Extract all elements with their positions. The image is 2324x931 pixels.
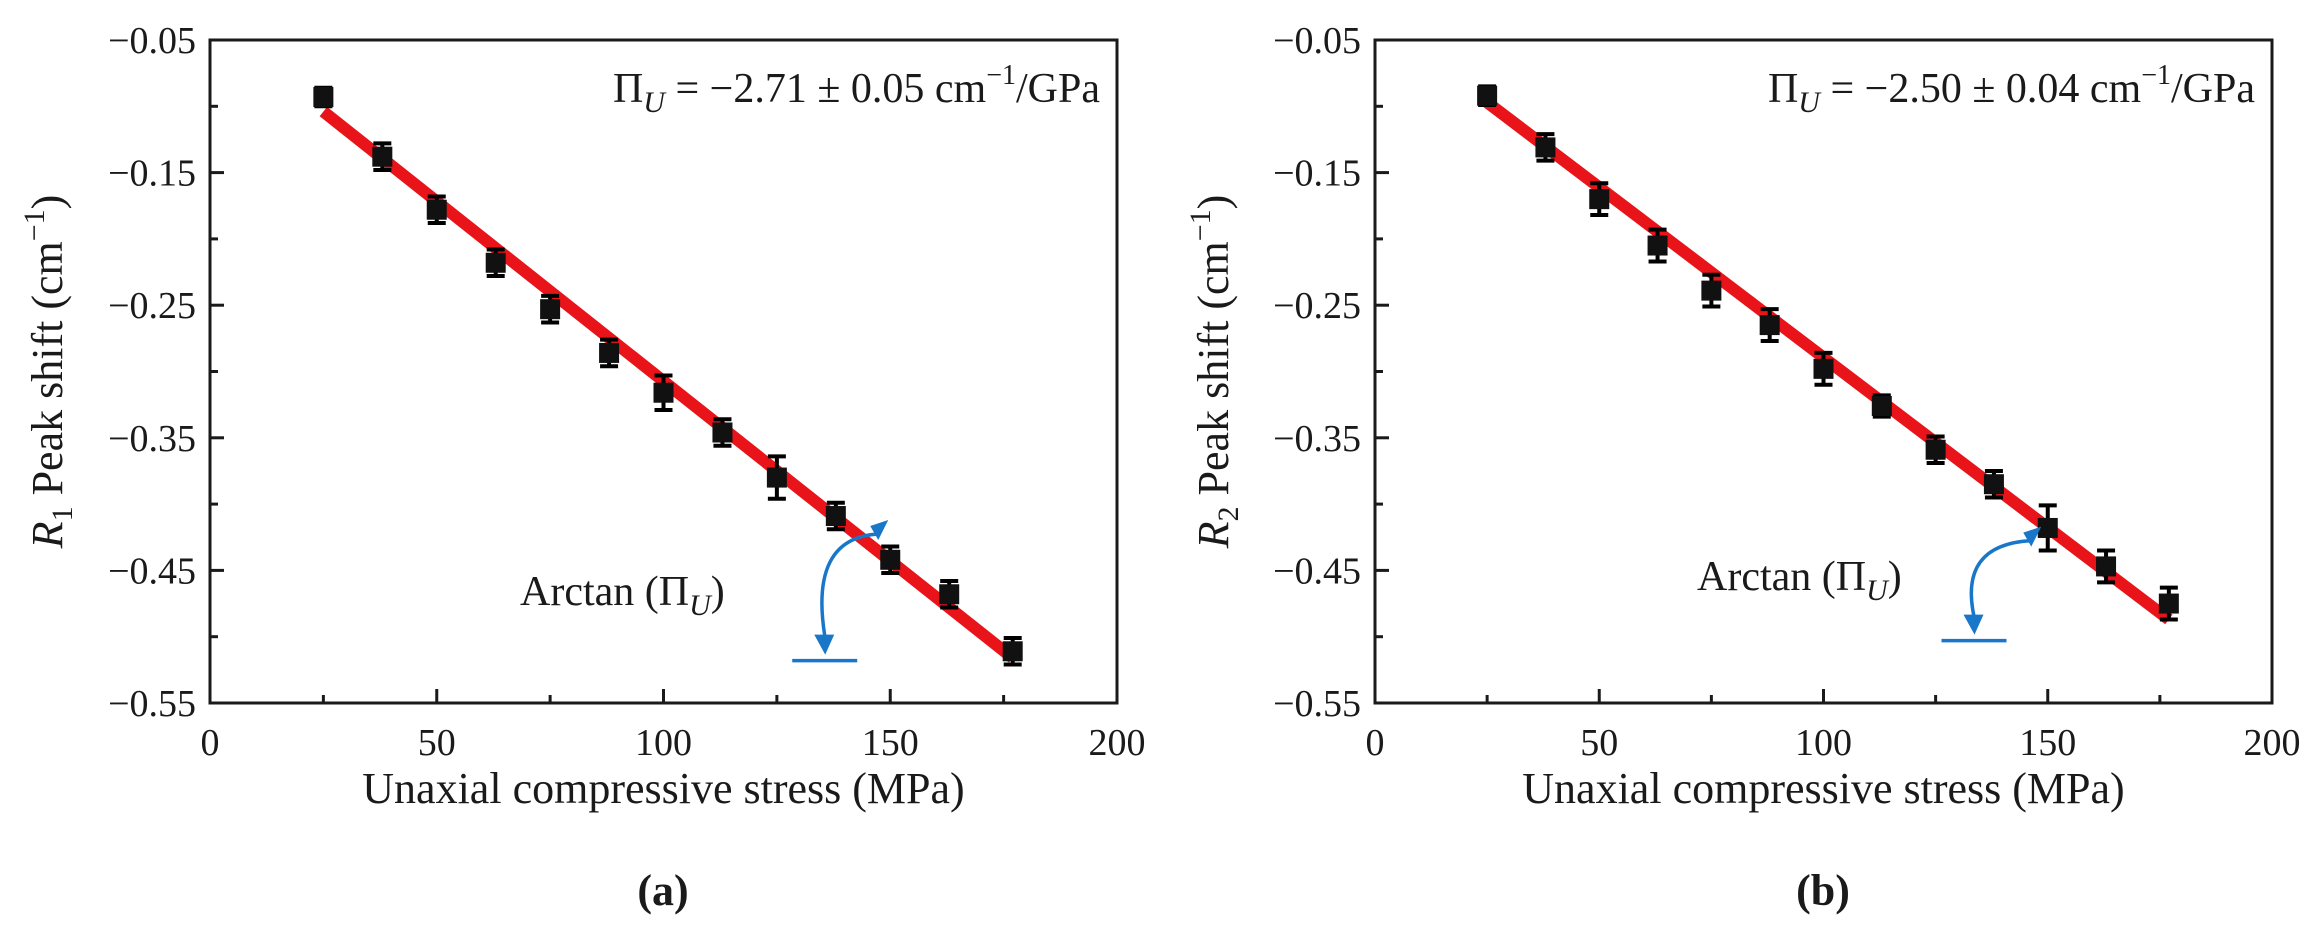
chart-a-data-point — [599, 342, 620, 363]
chart-b-x-tick-label: 100 — [1795, 722, 1852, 764]
chart-b-angle-arrowhead-bottom — [1963, 614, 1984, 635]
chart-a-data-point — [653, 382, 674, 403]
chart-b-panel-label: (b) — [1796, 866, 1850, 915]
chart-b-slope-subscript: U — [1798, 86, 1822, 119]
chart-a-y-tick-label: −0.45 — [108, 550, 196, 592]
chart-b-data-point — [1925, 439, 1946, 460]
chart-b-arctan-subscript: U — [1866, 574, 1890, 607]
chart-a-y-tick-label: −0.55 — [108, 683, 196, 725]
chart-b-y-tick-label: −0.25 — [1273, 285, 1361, 327]
chart-b-data-point — [1589, 189, 1610, 210]
chart-b-y-tick-label: −0.45 — [1273, 550, 1361, 592]
chart-b-y-axis-label: R2 Peak shift (cm−1) — [1184, 195, 1245, 550]
chart-b-slope-superscript: −1 — [2141, 60, 2171, 91]
chart-b-data-point — [1983, 474, 2004, 495]
chart-b-y-label-close: ) — [1189, 195, 1238, 210]
chart-a-y-tick-label: −0.15 — [108, 153, 196, 195]
chart-b-y-label-symbol: R — [1189, 521, 1238, 549]
chart-b-x-tick-label: 150 — [2019, 722, 2076, 764]
chart-a-slope-annotation: ΠU = −2.71 ± 0.05 cm−1/GPa — [613, 60, 1100, 119]
chart-a-data-point — [1002, 641, 1023, 662]
chart-a-slope-subscript: U — [643, 86, 667, 119]
chart-a-arctan-label: Arctan (ΠU) — [520, 569, 725, 622]
chart-a-data-point — [712, 422, 733, 443]
chart-b-data-point — [2158, 593, 2179, 614]
chart-a-y-axis-label: R1 Peak shift (cm−1) — [18, 195, 79, 550]
chart-b-x-tick-label: 0 — [1366, 722, 1385, 764]
chart-a-y-tick-label: −0.05 — [108, 20, 196, 62]
chart-a-angle-arrowhead-bottom — [814, 634, 835, 655]
chart-a-data-point — [939, 584, 960, 605]
chart-b-data-point — [2037, 517, 2058, 538]
chart-b-slope-unit: /GPa — [2171, 66, 2255, 112]
chart-a-slope-superscript: −1 — [986, 60, 1016, 91]
chart-a-x-tick-label: 200 — [1089, 722, 1146, 764]
chart-a-data-point — [426, 199, 447, 220]
chart-a-x-tick-label: 100 — [635, 722, 692, 764]
chart-a-y-tick-label: −0.25 — [108, 285, 196, 327]
chart-a-arctan-close: ) — [711, 569, 725, 615]
chart-a-x-tick-label: 0 — [201, 722, 220, 764]
chart-b-data-point — [2096, 556, 2117, 577]
chart-a-data-point — [825, 506, 846, 527]
chart-a-data-point — [880, 549, 901, 570]
chart-a-data-point — [766, 467, 787, 488]
chart-a-y-label-superscript: −1 — [18, 209, 51, 241]
chart-b-data-point — [1477, 85, 1498, 106]
chart-a-slope-unit: /GPa — [1016, 66, 1100, 112]
chart-b-angle-arrowhead-top — [2023, 526, 2042, 547]
chart-b-data-point — [1647, 235, 1668, 256]
chart-b-y-label-subscript: 2 — [1212, 506, 1245, 521]
chart-b-data-point — [1701, 280, 1722, 301]
chart-a-slope-symbol: Π — [613, 66, 643, 112]
chart-a-y-tick-label: −0.35 — [108, 418, 196, 460]
panel-b: 0 50 100 150 200 −0.05 −0.15 −0.25 −0.35 −0.45 −0.… — [1184, 20, 2301, 915]
chart-a-arctan-subscript: U — [689, 589, 713, 622]
chart-a-y-label-symbol: R — [23, 521, 72, 549]
chart-b-arctan-close: ) — [1888, 554, 1902, 600]
chart-b-slope-symbol: Π — [1768, 66, 1798, 112]
chart-b-x-tick-label: 50 — [1580, 722, 1618, 764]
chart-b-x-axis-label: Unaxial compressive stress (MPa) — [1522, 764, 2124, 813]
chart-a-y-label-text: Peak shift (cm — [23, 241, 72, 506]
chart-a-y-label-close: ) — [23, 195, 72, 210]
chart-a-angle-arc — [820, 532, 879, 639]
chart-a-data-point — [485, 252, 506, 273]
chart-a-angle-arrowhead-top — [870, 519, 889, 540]
chart-b-angle-arc — [1969, 538, 2032, 620]
chart-b-arctan-text: Arctan (Π — [1697, 554, 1866, 600]
chart-a-x-axis-label: Unaxial compressive stress (MPa) — [362, 764, 964, 813]
chart-b-data-point — [1759, 315, 1780, 336]
chart-b-y-tick-label: −0.05 — [1273, 20, 1361, 62]
chart-b-y-tick-label: −0.35 — [1273, 418, 1361, 460]
chart-b-y-label-text: Peak shift (cm — [1189, 241, 1238, 506]
chart-b-arctan-label: Arctan (ΠU) — [1697, 554, 1902, 607]
chart-a-x-tick-label: 150 — [862, 722, 919, 764]
chart-a-data-point — [313, 87, 334, 108]
chart-a-data-point — [372, 146, 393, 167]
chart-a-arctan-text: Arctan (Π — [520, 569, 689, 615]
chart-b-data-point — [1871, 395, 1892, 416]
chart-b-y-tick-label: −0.15 — [1273, 153, 1361, 195]
chart-b-slope-annotation: ΠU = −2.50 ± 0.04 cm−1/GPa — [1768, 60, 2255, 119]
chart-b-x-tick-label: 200 — [2244, 722, 2301, 764]
chart-a-data-point — [540, 299, 561, 320]
chart-a-slope-text: = −2.71 ± 0.05 cm — [665, 66, 987, 112]
chart-a-y-label-subscript: 1 — [46, 506, 79, 521]
chart-a-panel-label: (a) — [637, 866, 688, 915]
chart-b-data-point — [1535, 137, 1556, 158]
chart-a-x-tick-label: 50 — [418, 722, 456, 764]
chart-b-data-point — [1813, 358, 1834, 379]
chart-b-y-label-superscript: −1 — [1184, 209, 1217, 241]
chart-b-slope-text: = −2.50 ± 0.04 cm — [1820, 66, 2142, 112]
panel-a: 0 50 100 150 200 −0.05 −0.15 −0.25 −0.35 −0.45 −0.… — [18, 20, 1146, 915]
chart-b-y-tick-label: −0.55 — [1273, 683, 1361, 725]
